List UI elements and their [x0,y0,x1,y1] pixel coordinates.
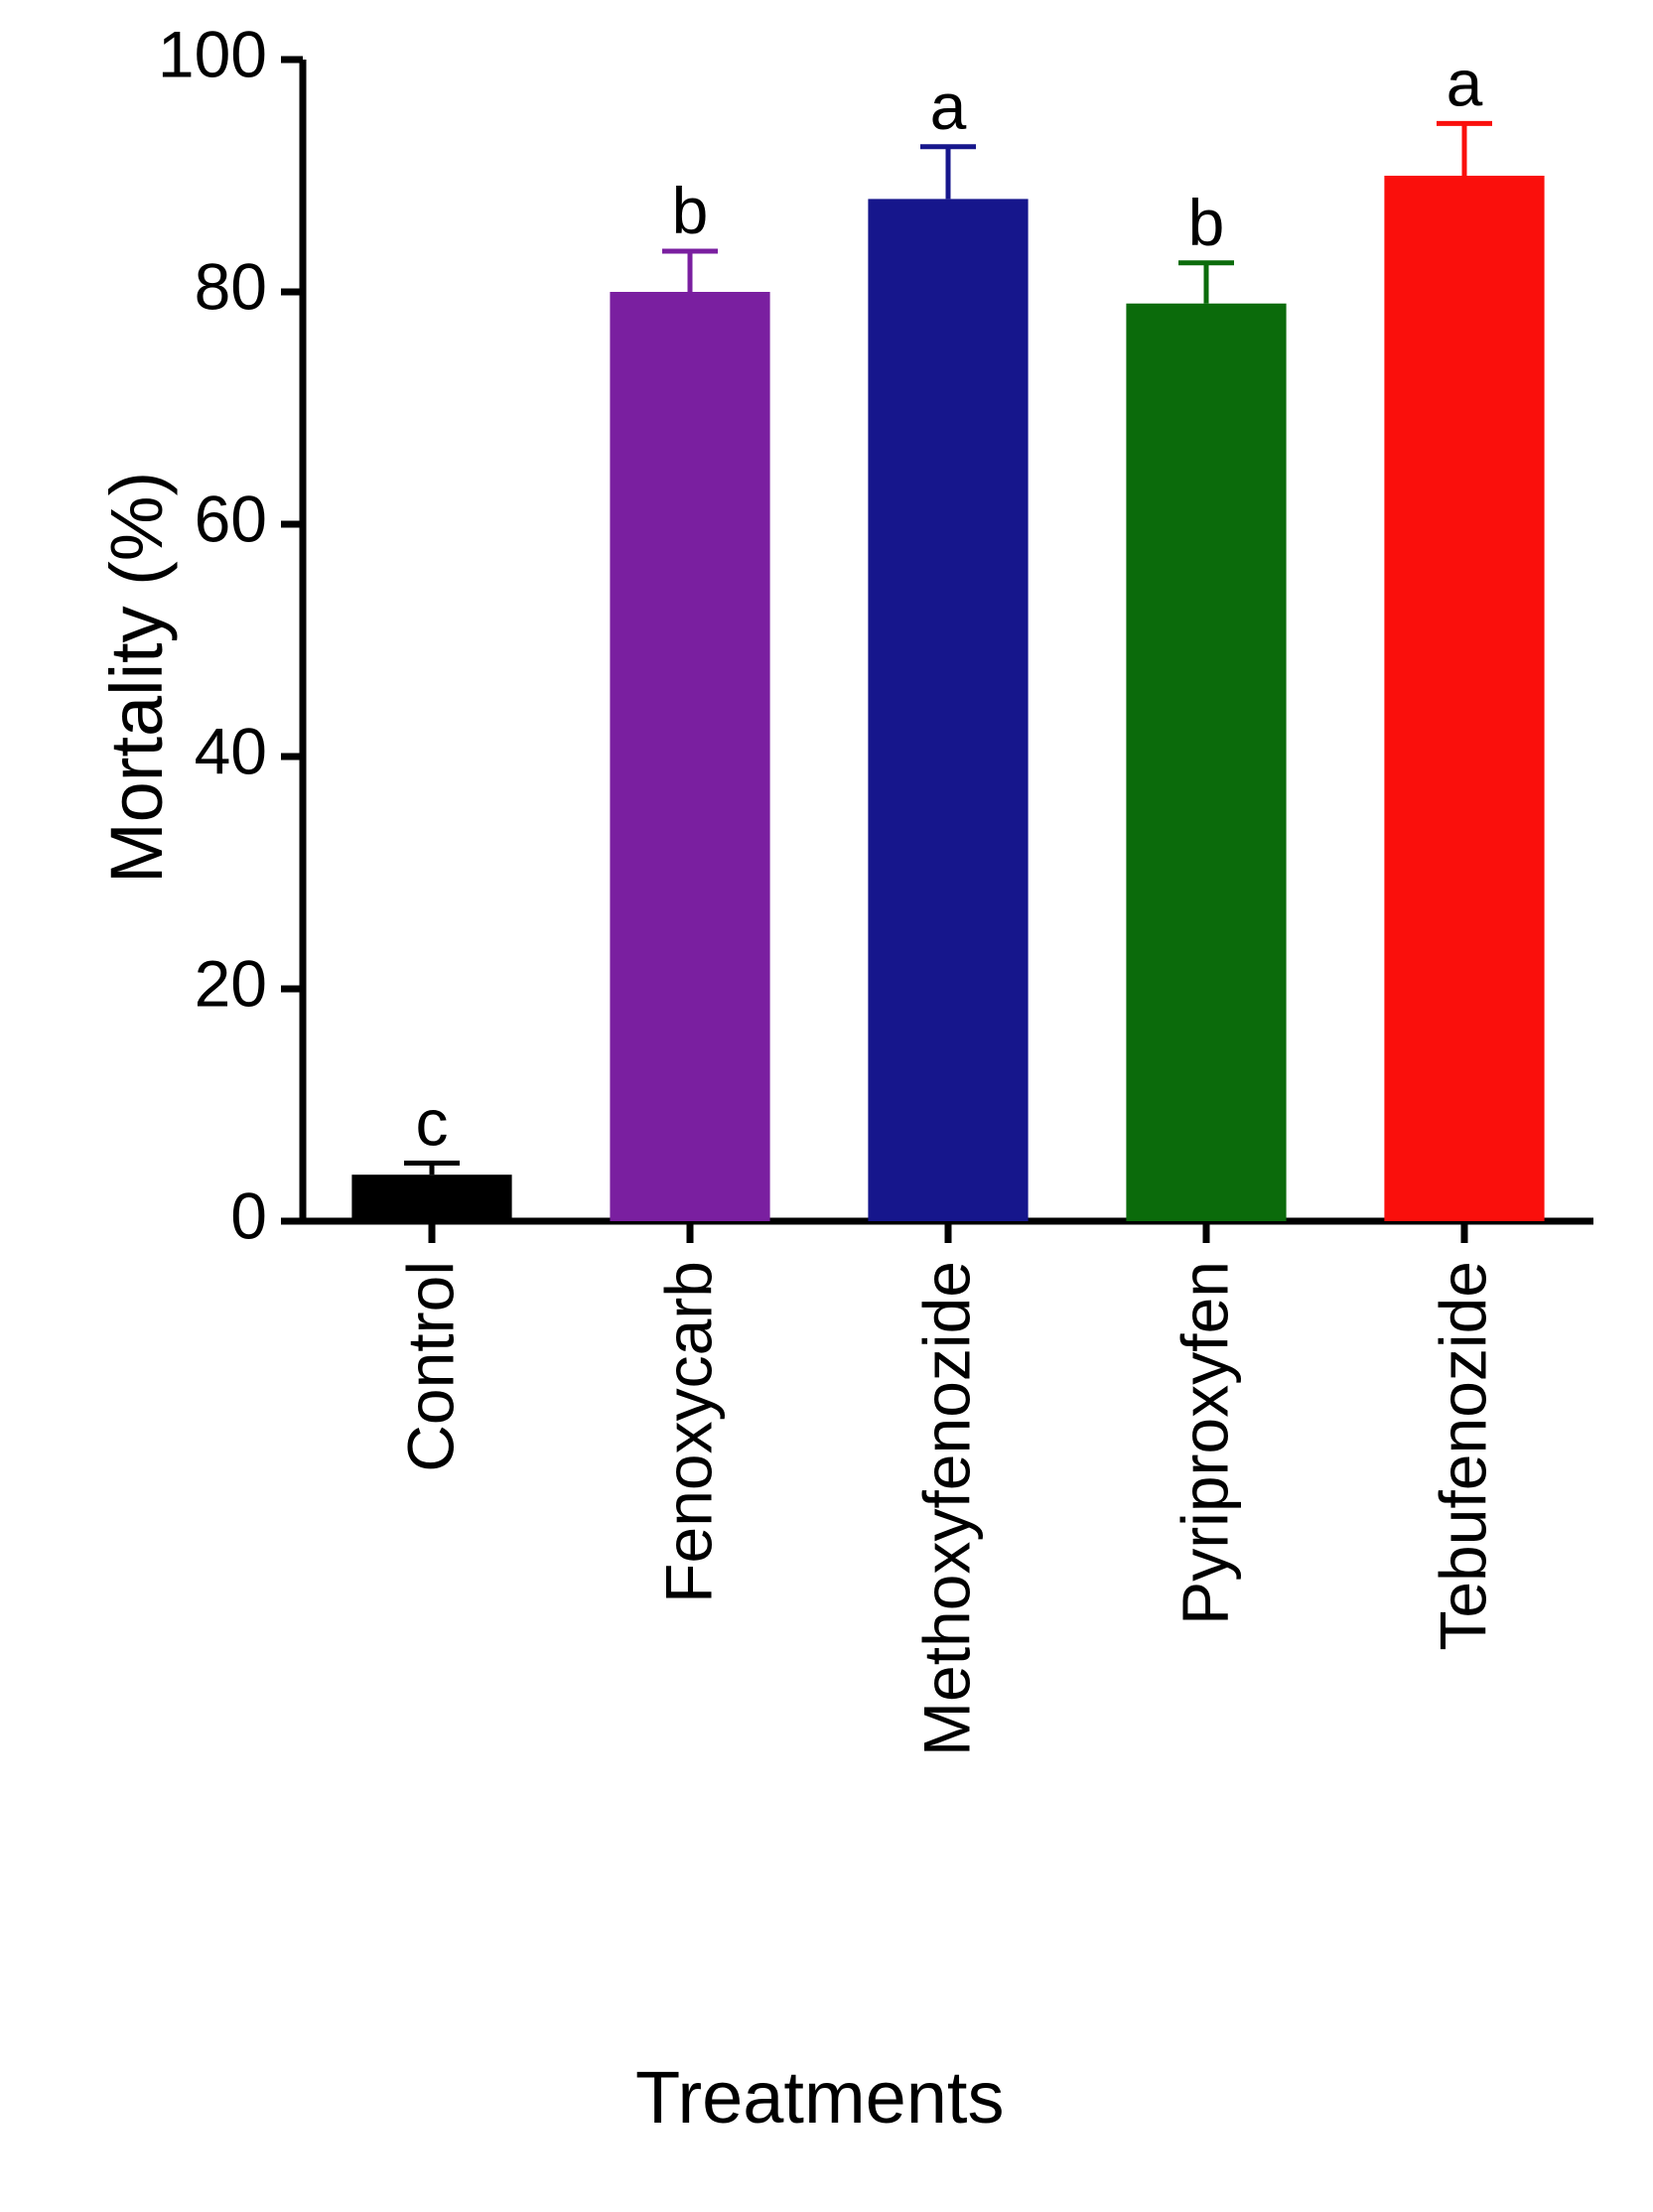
x-tick-label: Pyriproxyfen [1168,1261,1241,1625]
sig-letter: a [1446,46,1483,119]
mortality-bar-chart: 0 20 40 60 80 100 c Control b Fenoxycarb a Methoxyf… [0,0,1653,2212]
x-tick-label: Control [393,1261,467,1472]
bar-control [351,1175,511,1221]
svg-text:40: 40 [195,714,267,787]
svg-text:80: 80 [195,249,267,323]
bar-fenoxycarb [610,292,769,1221]
sig-letter: c [416,1086,449,1160]
y-axis-label: Mortality (%) [94,472,179,884]
svg-text:60: 60 [195,482,267,555]
bar-tebufenozide [1384,176,1544,1221]
svg-text:20: 20 [195,946,267,1020]
sig-letter: a [930,69,967,143]
chart-svg: 0 20 40 60 80 100 c Control b Fenoxycarb a Methoxyf… [0,0,1653,2212]
x-tick-label: Tebufenozide [1426,1261,1499,1651]
x-axis-label: Treatments [635,2055,1004,2140]
sig-letter: b [672,174,709,247]
x-tick-label: Fenoxycarb [651,1261,725,1603]
svg-text:100: 100 [158,17,267,90]
sig-letter: b [1188,186,1225,259]
svg-text:0: 0 [230,1178,267,1252]
bar-pyriproxyfen [1126,304,1286,1221]
x-tick-label: Methoxyfenozide [909,1261,983,1756]
bar-methoxyfenozide [868,199,1028,1221]
